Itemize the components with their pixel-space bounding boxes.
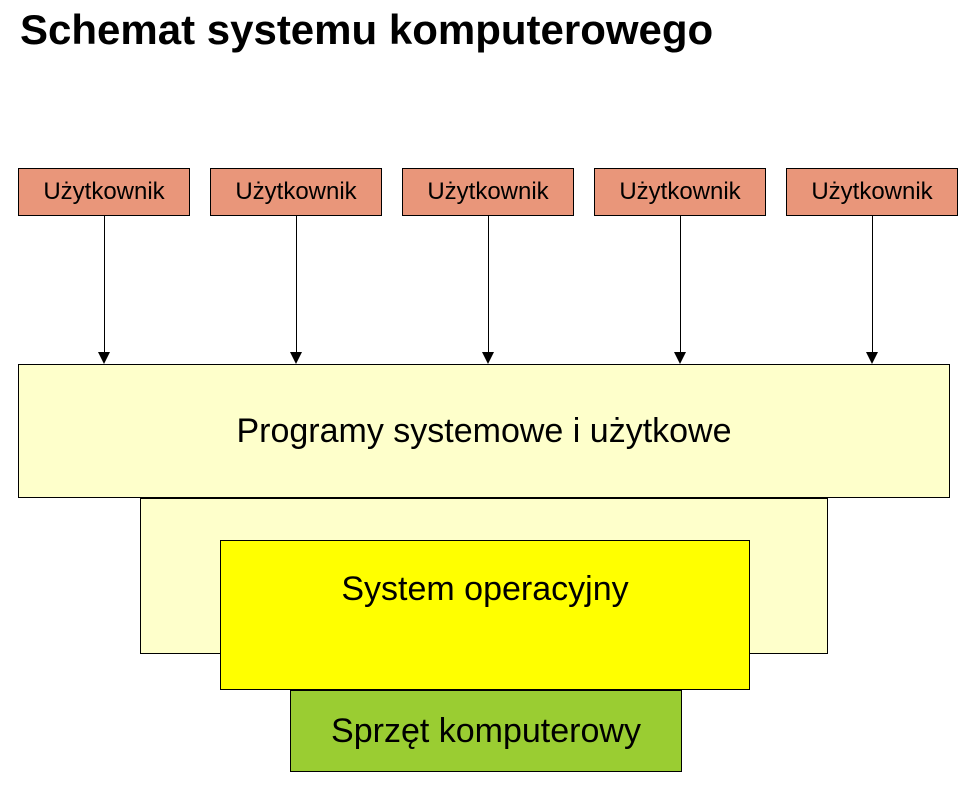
arrow-line xyxy=(680,216,681,352)
arrow-line xyxy=(296,216,297,352)
user-box: Użytkownik xyxy=(18,168,190,216)
os-layer-label: System operacyjny xyxy=(341,570,628,609)
hardware-layer: Sprzęt komputerowy xyxy=(290,690,682,772)
user-box: Użytkownik xyxy=(786,168,958,216)
user-box-label: Użytkownik xyxy=(619,178,740,206)
diagram-title: Schemat systemu komputerowego xyxy=(20,6,713,54)
arrow-head-icon xyxy=(674,352,686,364)
arrow-line xyxy=(488,216,489,352)
os-layer: System operacyjny xyxy=(220,540,750,690)
user-box-label: Użytkownik xyxy=(235,178,356,206)
arrow-line xyxy=(104,216,105,352)
arrow-head-icon xyxy=(290,352,302,364)
arrow-head-icon xyxy=(866,352,878,364)
hardware-layer-label: Sprzęt komputerowy xyxy=(331,712,641,751)
user-box: Użytkownik xyxy=(402,168,574,216)
programs-layer-label: Programy systemowe i użytkowe xyxy=(236,412,731,451)
user-box: Użytkownik xyxy=(210,168,382,216)
arrow-line xyxy=(872,216,873,352)
user-box-label: Użytkownik xyxy=(427,178,548,206)
arrow-head-icon xyxy=(98,352,110,364)
programs-layer: Programy systemowe i użytkowe xyxy=(18,364,950,498)
arrow-head-icon xyxy=(482,352,494,364)
user-box: Użytkownik xyxy=(594,168,766,216)
user-box-label: Użytkownik xyxy=(43,178,164,206)
user-box-label: Użytkownik xyxy=(811,178,932,206)
